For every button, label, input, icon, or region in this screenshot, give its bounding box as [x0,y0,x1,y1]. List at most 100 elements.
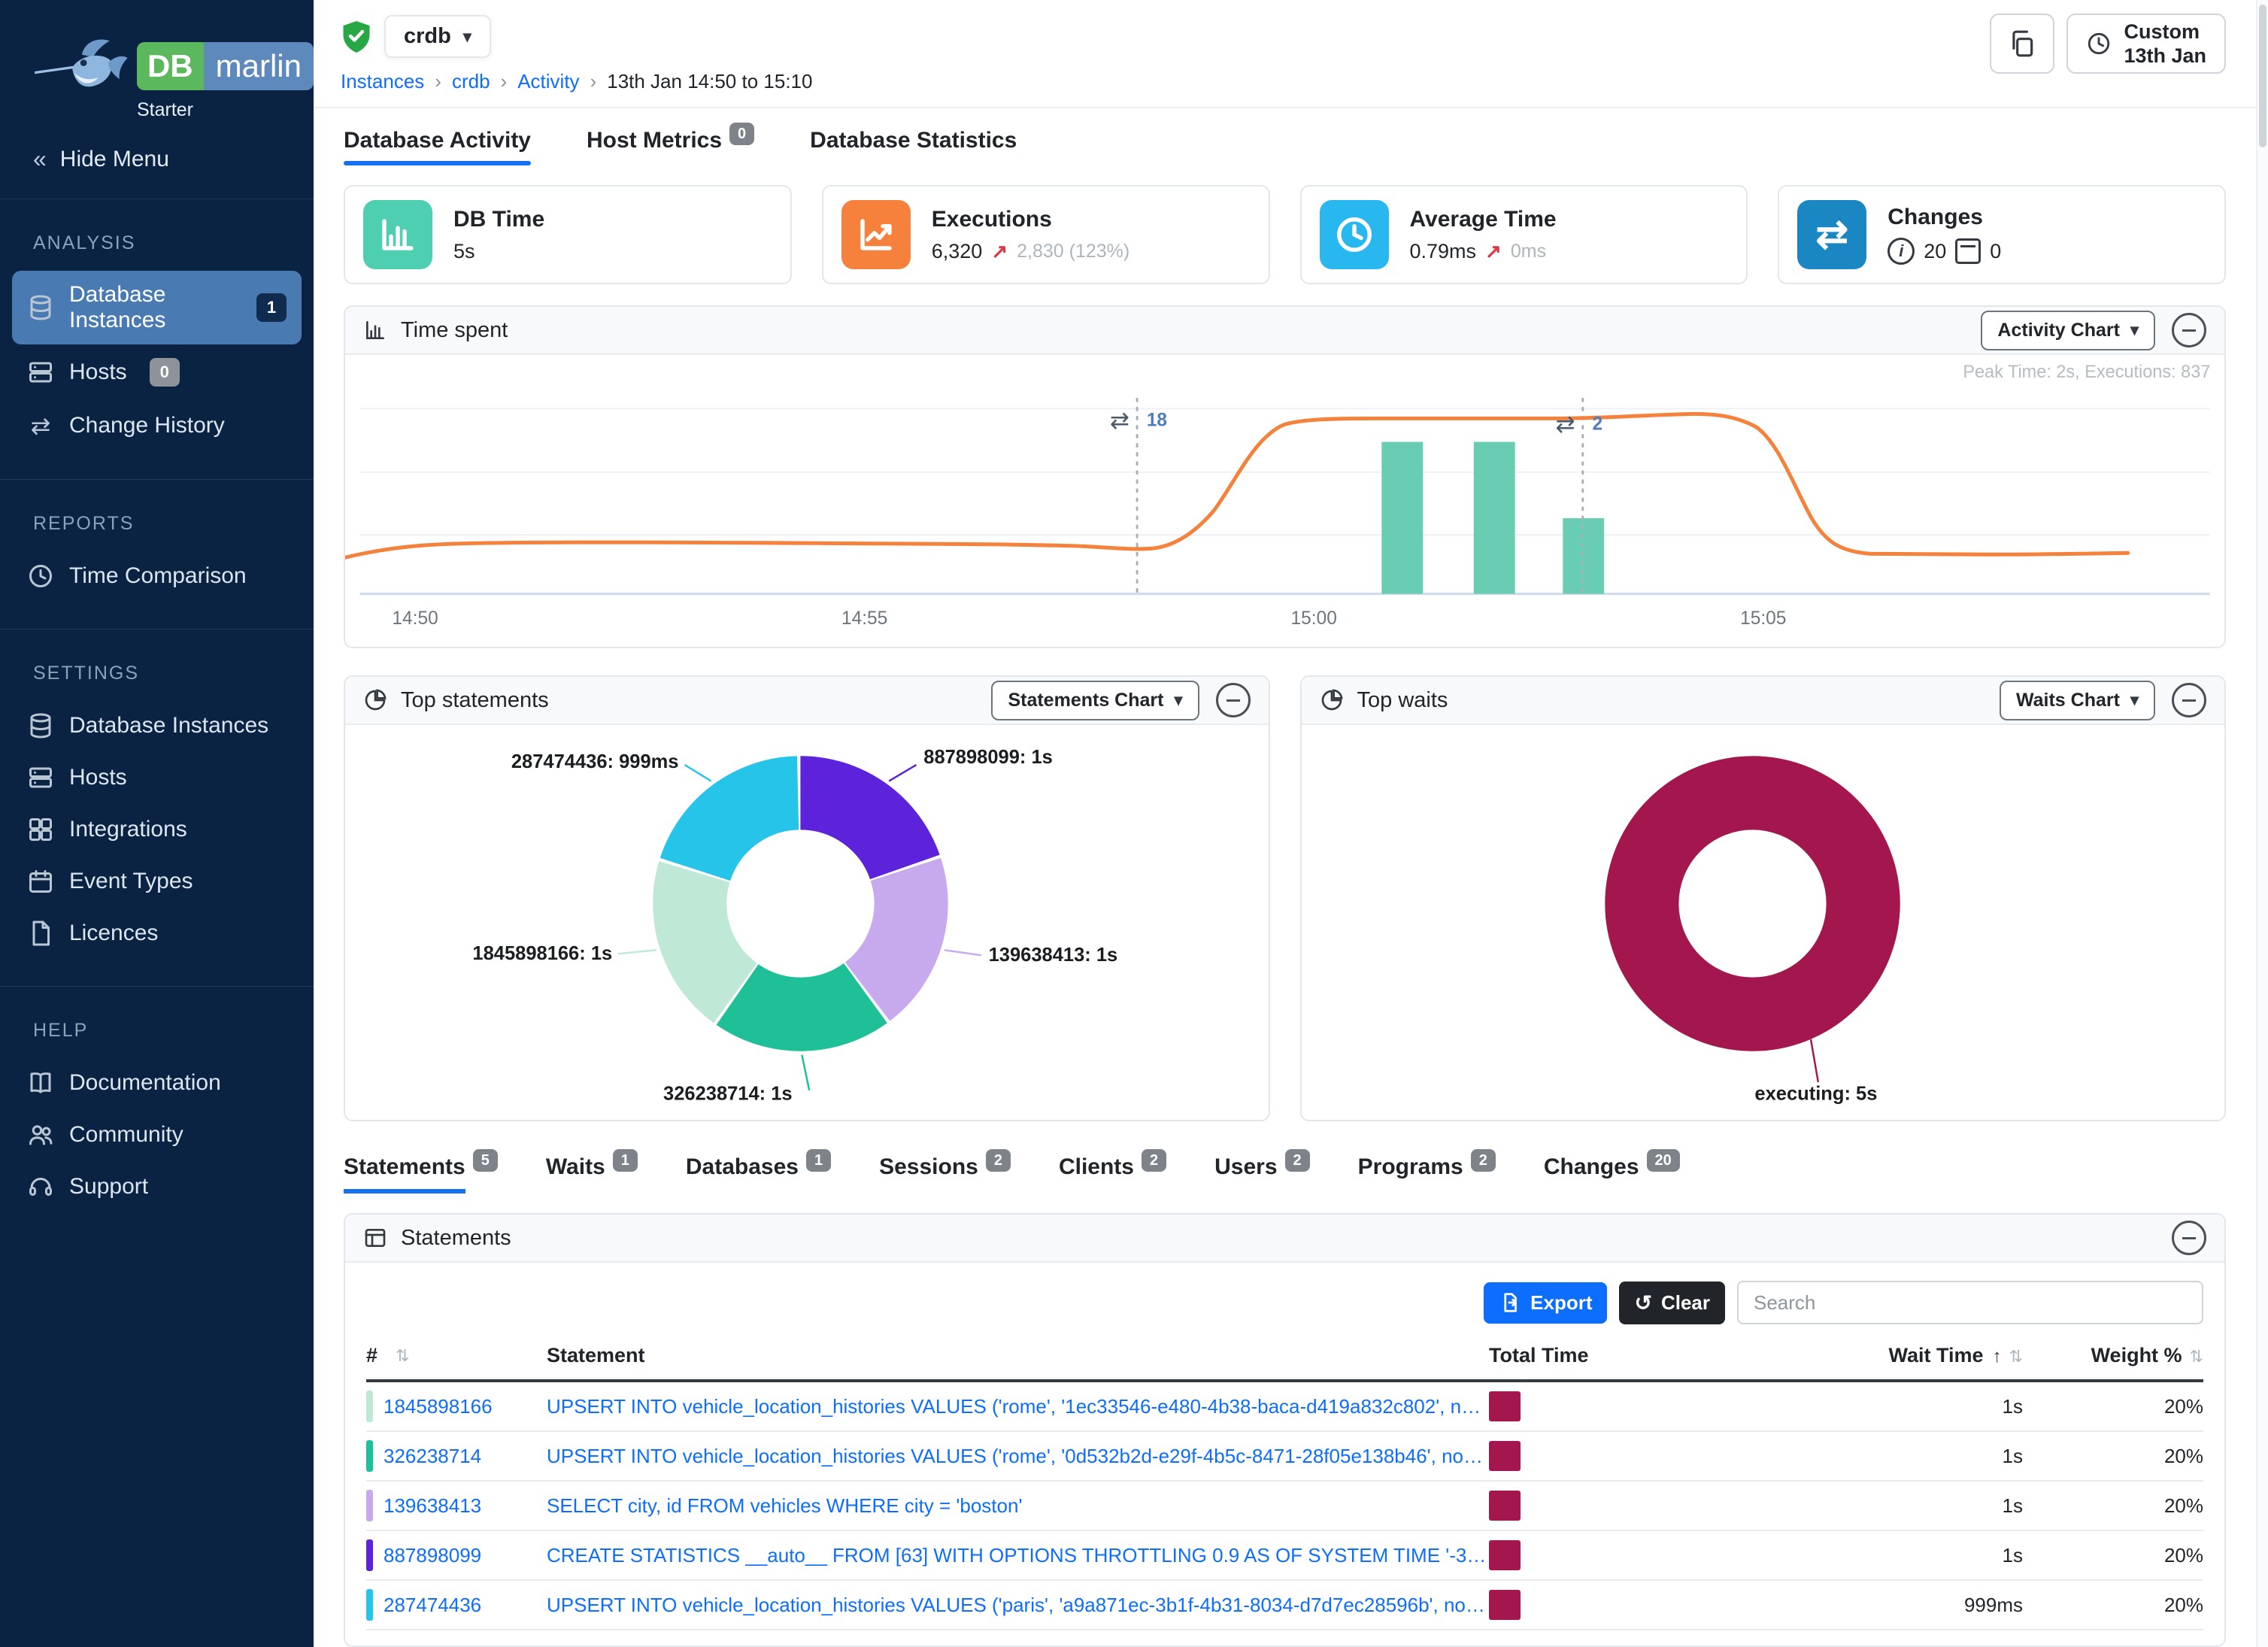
sidebar-item-database-instances[interactable]: Database Instances 1 [12,271,302,344]
topbar: crdb ▾ Instances › crdb › Activity › 13t… [314,0,2256,108]
tab-statements[interactable]: Statements 5 [344,1149,498,1194]
tab-badge: 2 [1141,1149,1167,1172]
scrollbar-thumb[interactable] [2259,5,2266,147]
tab-badge: 2 [985,1149,1011,1172]
instance-selector-button[interactable]: crdb ▾ [384,15,491,58]
server-icon [29,767,52,788]
sidebar-item-settings-database-instances[interactable]: Database Instances [12,701,302,751]
total-time-bar [1489,1391,1521,1422]
statement-sql-link[interactable]: CREATE STATISTICS __auto__ FROM [63] WIT… [547,1543,1489,1567]
weight-cell: 20% [2163,1394,2203,1418]
column-num[interactable]: # ⇅ [366,1344,410,1367]
database-icon [30,713,51,739]
statement-sql-link[interactable]: UPSERT INTO vehicle_location_histories V… [547,1444,1489,1467]
copy-link-button[interactable] [1990,14,2055,74]
tab-changes[interactable]: Changes 20 [1544,1149,1680,1189]
time-spent-header: Time spent Activity Chart ▾ [345,307,2224,355]
calendar-icon [1955,238,1981,264]
statements-chart-selector[interactable]: Statements Chart ▾ [991,680,1199,720]
tab-badge: 2 [1470,1149,1496,1172]
time-range-button[interactable]: Custom 13th Jan [2066,14,2226,74]
sort-icon: ⇅ [2189,1347,2203,1366]
annotation-value: 18 [1147,410,1167,430]
sort-icon: ⇅ [396,1345,410,1365]
tab-programs[interactable]: Programs 2 [1358,1149,1496,1189]
collapse-panel-button[interactable] [2172,313,2206,347]
collapse-panel-button[interactable] [2172,683,2206,718]
change-annotation-2[interactable]: ⇄ 2 [1556,410,1603,437]
collapse-panel-button[interactable] [2172,1221,2206,1256]
minus-icon [2182,699,2196,702]
metric-card-db-time: DB Time 5s [344,185,792,284]
tab-databases[interactable]: Databases 1 [686,1149,832,1189]
waits-chart-selector[interactable]: Waits Chart ▾ [1999,680,2155,720]
time-spent-chart: Peak Time: 2s, Executions: 837 ⇄ 18 [345,355,2224,647]
statement-id-link[interactable]: 139638413 [384,1494,482,1517]
tab-users[interactable]: Users 2 [1214,1149,1310,1189]
statement-id-link[interactable]: 326238714 [384,1444,482,1467]
tab-badge: 20 [1646,1149,1680,1172]
caret-down-icon: ▾ [1174,690,1183,710]
sidebar-item-documentation[interactable]: Documentation [12,1058,302,1108]
copy-icon [2012,30,2033,57]
statement-id-link[interactable]: 887898099 [384,1543,482,1567]
statement-id-link[interactable]: 287474436 [384,1593,482,1616]
sidebar-item-change-history[interactable]: ⇄ Change History [12,400,302,451]
column-wait-time[interactable]: Wait Time ↑ ⇅ [1888,1344,2023,1367]
sidebar-item-event-types[interactable]: Event Types [12,857,302,906]
tab-host-metrics[interactable]: Host Metrics 0 [587,123,755,165]
sidebar-item-support[interactable]: Support [12,1162,302,1212]
change-annotation-lines [1136,397,1584,596]
sidebar-item-community[interactable]: Community [12,1110,302,1160]
sort-up-icon: ↑ [1992,1346,2002,1367]
activity-chart-selector[interactable]: Activity Chart ▾ [1981,310,2155,350]
clear-button[interactable]: ↺ Clear [1619,1281,1725,1324]
statement-sql-link[interactable]: UPSERT INTO vehicle_location_histories V… [547,1593,1489,1616]
event-bars [1381,441,1605,594]
statement-sql-link[interactable]: UPSERT INTO vehicle_location_histories V… [547,1394,1489,1418]
tab-badge: 1 [805,1149,832,1172]
scrollbar[interactable] [2256,0,2268,1647]
logo-text: DB marlin Starter [136,42,314,121]
dbmarlin-logo[interactable]: DB marlin Starter [0,0,314,126]
search-input[interactable] [1737,1281,2203,1325]
leader-line [1809,1039,1819,1083]
export-button[interactable]: Export [1484,1282,1608,1324]
column-total-time[interactable]: Total Time [1489,1344,1589,1367]
breadcrumb-activity[interactable]: Activity [517,70,580,93]
statement-id-link[interactable]: 1845898166 [384,1394,493,1418]
count-badge: 1 [256,293,287,322]
tab-badge: 1 [612,1149,638,1172]
sidebar-item-integrations[interactable]: Integrations [12,805,302,854]
tab-database-statistics[interactable]: Database Statistics [810,128,1017,153]
sidebar-item-hosts[interactable]: Hosts 0 [12,347,302,398]
sidebar-item-settings-hosts[interactable]: Hosts [12,753,302,802]
detail-tabs: Statements 5 Waits 1 Databases 1 Sessions 2 … [344,1149,2226,1194]
donut-slices[interactable] [646,749,955,1058]
tab-clients[interactable]: Clients 2 [1059,1149,1167,1189]
breadcrumb-instances[interactable]: Instances [341,70,425,93]
change-annotation-1[interactable]: ⇄ 18 [1110,406,1167,433]
svg-text:15:05: 15:05 [1740,608,1786,629]
table-icon [365,1229,386,1248]
column-weight[interactable]: Weight % ⇅ [2091,1344,2203,1367]
wait-time-cell: 999ms [1963,1593,2023,1616]
column-statement[interactable]: Statement [547,1344,645,1367]
tab-waits[interactable]: Waits 1 [546,1149,638,1189]
tab-sessions[interactable]: Sessions 2 [879,1149,1011,1189]
slice-executing[interactable] [1604,756,1900,1051]
statement-sql-link[interactable]: SELECT city, id FROM vehicles WHERE city… [547,1494,1023,1517]
hide-menu-button[interactable]: « Hide Menu [0,126,314,199]
sidebar-item-time-comparison[interactable]: Time Comparison [12,551,302,601]
sidebar-item-licences[interactable]: Licences [12,908,302,958]
donut-panels-row: Top statements Statements Chart ▾ [344,675,2226,1122]
hide-menu-label: Hide Menu [59,146,169,171]
collapse-panel-button[interactable] [1215,683,1251,718]
sidebar-item-label: Time Comparison [69,563,247,588]
trend-chart-icon [841,200,911,269]
breadcrumb-crdb[interactable]: crdb [451,70,490,93]
weight-cell: 20% [2163,1444,2203,1467]
tab-database-activity[interactable]: Database Activity [344,128,531,165]
section-title: REPORTS [33,513,135,534]
